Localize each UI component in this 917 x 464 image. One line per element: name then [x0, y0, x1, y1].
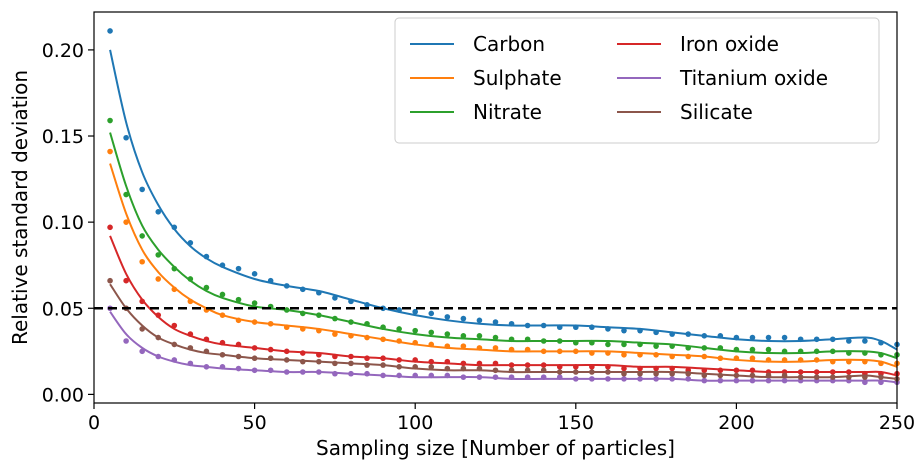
x-tick-label: 0: [88, 412, 100, 434]
data-point: [428, 329, 435, 336]
series-line: [109, 163, 898, 368]
data-point: [765, 334, 772, 341]
data-point: [107, 117, 113, 124]
series-silicate: [107, 277, 900, 382]
data-point: [444, 314, 451, 320]
x-tick-label: 100: [397, 412, 433, 434]
data-point: [749, 334, 756, 341]
data-point: [476, 317, 483, 324]
legend-item: Carbon: [410, 32, 545, 56]
data-point: [155, 209, 162, 215]
legend-item: Nitrate: [410, 100, 542, 124]
series-line: [109, 311, 898, 384]
data-point: [107, 277, 113, 284]
data-point: [123, 277, 129, 284]
legend-label: Silicate: [680, 100, 753, 124]
data-point: [621, 365, 627, 372]
data-point: [123, 191, 129, 198]
data-point: [492, 319, 499, 325]
legend-label: Carbon: [473, 32, 545, 56]
data-point: [621, 351, 627, 358]
series-carbon: [107, 28, 900, 351]
data-point: [171, 322, 178, 329]
data-point: [460, 315, 467, 322]
data-point: [155, 252, 162, 258]
legend-label: Iron oxide: [680, 32, 779, 56]
data-point: [396, 326, 402, 332]
series-sulphate: [107, 148, 900, 368]
data-point: [862, 338, 868, 344]
y-tick-label: 0.15: [42, 126, 84, 148]
data-point: [749, 355, 756, 362]
data-point: [235, 265, 242, 272]
series-nitrate: [107, 117, 900, 360]
data-point: [251, 300, 258, 306]
data-point: [107, 224, 113, 231]
x-tick-label: 50: [243, 412, 267, 434]
data-point: [492, 334, 499, 341]
data-point: [412, 308, 419, 315]
x-tick-label: 200: [718, 412, 754, 434]
data-point: [235, 296, 242, 303]
series-line: [109, 235, 898, 377]
data-point: [107, 148, 113, 155]
data-point: [749, 346, 756, 353]
legend-item: Sulphate: [410, 66, 562, 90]
data-point: [846, 338, 852, 344]
x-tick-label: 250: [879, 412, 915, 434]
data-point: [765, 346, 772, 353]
data-point: [781, 334, 788, 341]
data-point: [203, 284, 210, 291]
plot-area: [94, 28, 900, 386]
data-point: [123, 338, 129, 344]
legend-label: Nitrate: [473, 100, 542, 124]
data-point: [460, 333, 467, 339]
legend-label: Sulphate: [473, 66, 562, 90]
data-point: [107, 28, 113, 34]
x-tick-label: 150: [558, 412, 594, 434]
data-point: [123, 134, 129, 141]
data-point: [444, 331, 451, 337]
data-point: [428, 310, 435, 317]
data-point: [621, 341, 627, 348]
data-point: [139, 186, 145, 193]
data-point: [139, 233, 145, 239]
series-line: [109, 283, 898, 380]
x-axis-title: Sampling size [Number of particles]: [316, 436, 675, 460]
data-point: [219, 291, 226, 298]
data-point: [653, 343, 659, 349]
y-tick-label: 0.10: [42, 212, 84, 234]
plot-frame: [93, 11, 898, 404]
series-line: [109, 49, 898, 351]
y-tick-label: 0.05: [42, 298, 84, 320]
legend-item: Iron oxide: [617, 32, 779, 56]
series-titanium-oxide: [107, 305, 900, 386]
y-tick-label: 0.00: [42, 384, 84, 406]
data-point: [492, 345, 499, 351]
data-point: [155, 276, 162, 282]
data-point: [139, 258, 145, 265]
data-point: [123, 219, 129, 225]
legend-item: Silicate: [617, 100, 753, 124]
y-tick-label: 0.20: [42, 40, 84, 62]
legend-box: [394, 17, 880, 144]
data-point: [476, 333, 483, 339]
axis-ticks: 0 50 100 150 200 250 0.00 0.05 0.10 0.15 0.20: [42, 40, 915, 434]
legend-label: Titanium oxide: [679, 66, 828, 90]
data-point: [428, 364, 435, 370]
y-axis-title: Relative standard deviation: [8, 70, 32, 345]
data-point: [460, 343, 467, 349]
legend-item: Titanium oxide: [617, 66, 828, 90]
series-line: [109, 132, 898, 360]
data-point: [412, 327, 419, 334]
data-point: [251, 271, 258, 277]
data-point: [605, 341, 611, 348]
legend: Carbon Sulphate Nitrate Iron oxide Titanium …: [394, 17, 880, 144]
data-point: [621, 327, 627, 334]
data-point: [332, 331, 338, 337]
